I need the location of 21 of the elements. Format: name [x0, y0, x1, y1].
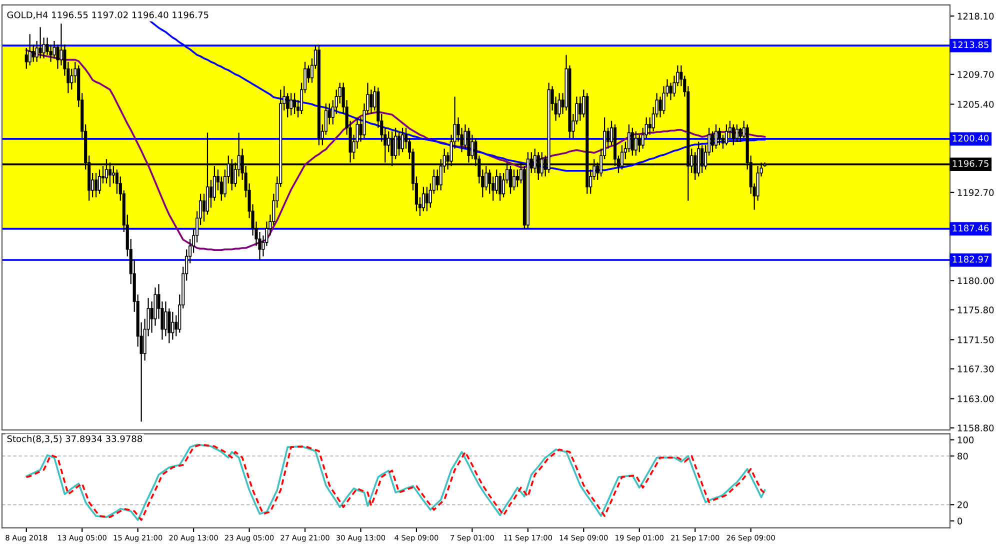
y-tick-label: 20 [958, 501, 968, 508]
y-tick-label: 1218.10 [958, 12, 994, 20]
y-tick-label: 1167.30 [958, 366, 994, 372]
y-tick-label: 100 [958, 436, 974, 444]
y-tick-label: 1171.50 [958, 336, 994, 344]
ref-line-label: 1187.46 [952, 224, 989, 232]
y-tick-label: 1158.80 [958, 424, 994, 432]
ref-line-label: 1200.40 [952, 134, 989, 142]
y-tick-label: 1205.40 [958, 100, 994, 108]
y-tick-label: 1163.00 [958, 395, 994, 402]
ref-line-label: 1182.97 [952, 256, 988, 263]
text: GOLD,H4 1196.55 1197.02 1196.40 1196.75 [7, 11, 208, 20]
ref-line-label: 1213.85 [952, 41, 988, 48]
ref-line-label: 1196.75 [952, 160, 988, 167]
y-tick-label: 1209.70 [958, 71, 994, 78]
y-tick-label: 1180.00 [958, 277, 994, 284]
y-tick-label: 80 [958, 452, 968, 460]
y-tick-label: 1175.80 [958, 306, 994, 314]
y-tick-label: 1192.70 [958, 189, 994, 196]
y-tick-label: 0 [958, 518, 962, 524]
chart-title: Stoch(8,3,5) 37.8934 33.9788 [7, 435, 142, 444]
